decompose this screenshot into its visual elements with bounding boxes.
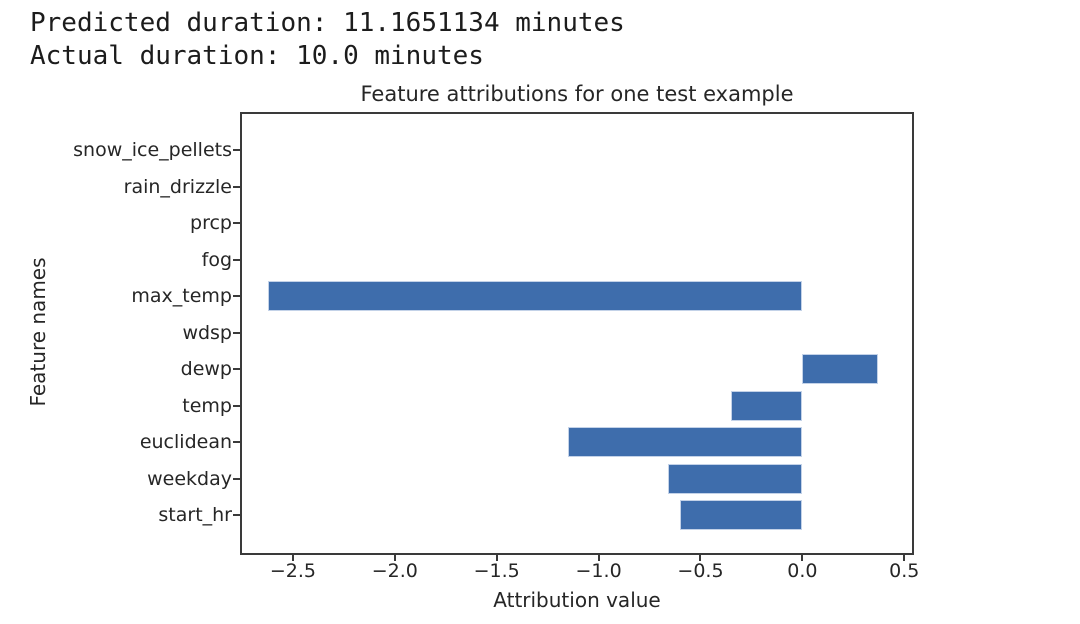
x-tick-mark xyxy=(393,555,396,561)
y-tick-label-temp: temp xyxy=(182,394,232,417)
y-tick-label-prcp: prcp xyxy=(190,212,232,234)
y-axis-label: Feature names xyxy=(26,257,50,407)
actual-duration-text: Actual duration: 10.0 minutes xyxy=(30,41,484,71)
y-tick-mark xyxy=(233,295,240,297)
x-tick-mark xyxy=(291,555,294,561)
x-tick-label--2.5: −2.5 xyxy=(269,560,316,582)
bar-euclidean xyxy=(568,427,803,457)
y-tick-mark xyxy=(233,222,240,224)
y-tick-mark xyxy=(233,331,240,334)
x-tick-label--1.5: −1.5 xyxy=(473,560,520,582)
x-tick-label-0.5: 0.5 xyxy=(889,560,920,582)
predicted-duration-text: Predicted duration: 11.1651134 minutes xyxy=(30,8,625,38)
bar-weekday xyxy=(667,463,803,494)
y-tick-mark xyxy=(233,368,240,370)
y-tick-mark xyxy=(233,185,240,188)
y-tick-label-snow_ice_pellets: snow_ice_pellets xyxy=(73,139,232,161)
x-tick-mark xyxy=(699,555,702,561)
y-tick-mark xyxy=(233,149,240,151)
y-tick-label-fog: fog xyxy=(201,248,232,271)
bar-start_hr xyxy=(680,500,803,530)
x-tick-mark xyxy=(495,555,498,561)
x-tick-label-0: 0.0 xyxy=(787,560,818,582)
y-tick-label-rain_drizzle: rain_drizzle xyxy=(123,175,232,198)
y-tick-label-max_temp: max_temp xyxy=(131,285,232,307)
x-tick-label--1: −1.0 xyxy=(575,560,622,582)
y-tick-mark xyxy=(233,477,240,480)
y-tick-label-wdsp: wdsp xyxy=(182,321,232,344)
x-tick-label--2: −2.0 xyxy=(371,560,418,582)
y-tick-label-euclidean: euclidean xyxy=(139,431,232,453)
bar-temp xyxy=(731,390,803,421)
y-tick-mark xyxy=(233,514,240,516)
x-tick-mark xyxy=(801,555,804,561)
y-tick-label-start_hr: start_hr xyxy=(158,504,232,526)
x-axis-label: Attribution value xyxy=(493,588,661,612)
x-tick-label--0.5: −0.5 xyxy=(677,560,724,582)
x-tick-mark xyxy=(903,555,906,561)
console-output: Predicted duration: 11.1651134 minutes A… xyxy=(30,7,625,73)
x-tick-mark xyxy=(597,555,600,561)
bar-max_temp xyxy=(268,281,803,311)
y-tick-label-dewp: dewp xyxy=(180,358,232,380)
y-tick-label-weekday: weekday xyxy=(147,467,232,490)
y-tick-mark xyxy=(233,404,240,407)
chart-title: Feature attributions for one test exampl… xyxy=(360,82,794,106)
plot-axes-frame xyxy=(240,112,914,555)
y-tick-mark xyxy=(233,441,240,443)
bar-dewp xyxy=(802,354,878,384)
y-tick-mark xyxy=(233,258,240,261)
